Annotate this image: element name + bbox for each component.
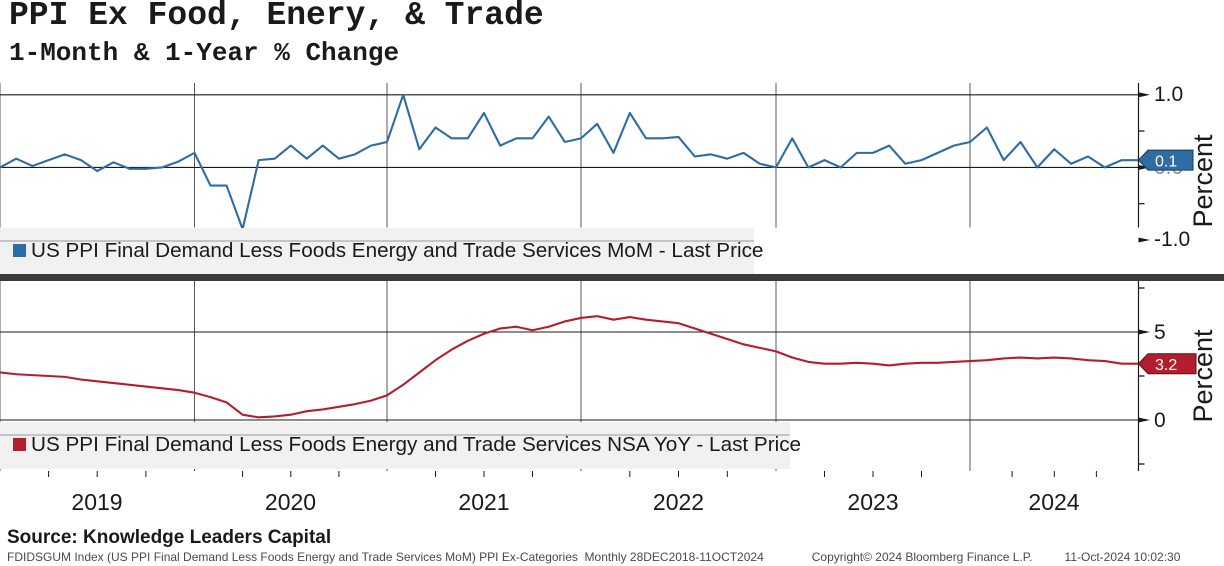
svg-text:5: 5 <box>1154 321 1166 344</box>
svg-text:0.1: 0.1 <box>1155 153 1177 170</box>
svg-text:Percent: Percent <box>1188 329 1218 423</box>
svg-text:US PPI Final Demand Less Foods: US PPI Final Demand Less Foods Energy an… <box>31 239 763 262</box>
svg-text:3.2: 3.2 <box>1155 357 1177 374</box>
svg-text:Percent: Percent <box>1188 134 1218 228</box>
svg-text:0: 0 <box>1154 409 1166 432</box>
svg-text:US PPI Final Demand Less Foods: US PPI Final Demand Less Foods Energy an… <box>31 433 801 456</box>
svg-text:1.0: 1.0 <box>1154 83 1183 106</box>
svg-text:-1.0: -1.0 <box>1154 228 1190 251</box>
